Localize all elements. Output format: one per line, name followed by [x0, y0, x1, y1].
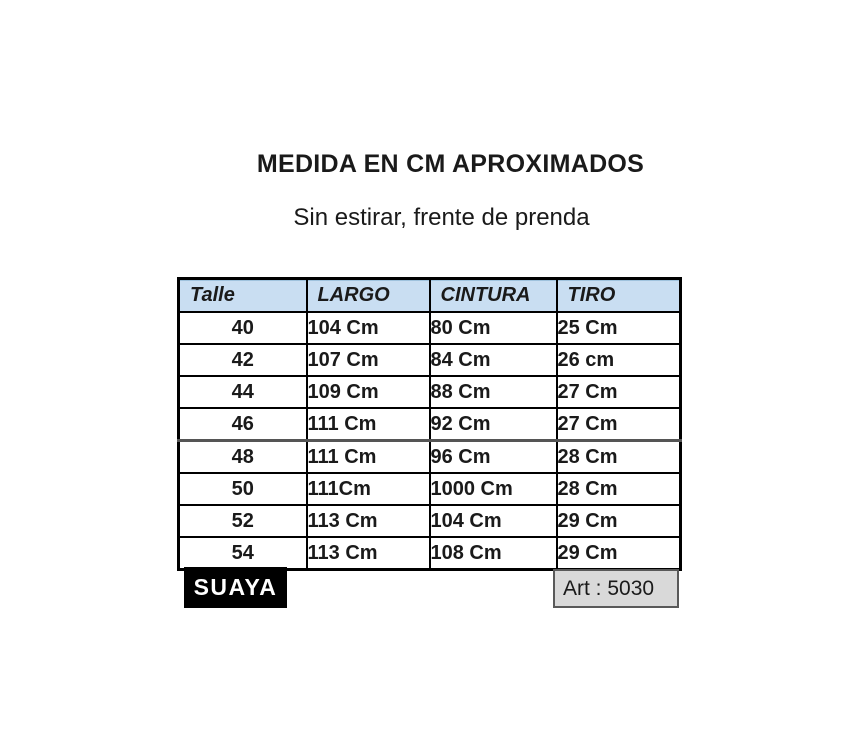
largo-value: 111 Cm: [305, 439, 431, 474]
article-number-box: Art : 5030: [553, 569, 679, 608]
brand-logo-text: SUAYA: [193, 574, 278, 600]
talle-value: 52: [177, 504, 308, 538]
largo-value: 113 Cm: [305, 504, 431, 538]
table-row: 48 111 Cm 96 Cm 28 Cm: [177, 439, 682, 474]
table-row: 52 113 Cm 104 Cm 29 Cm: [177, 504, 682, 538]
cintura-value: 92 Cm: [428, 407, 558, 442]
talle-value: 42: [177, 343, 308, 377]
talle-value: 54: [177, 536, 308, 571]
header-largo: LARGO: [305, 277, 431, 313]
tiro-value: 27 Cm: [555, 407, 682, 442]
tiro-value: 25 Cm: [555, 311, 682, 345]
cintura-value: 84 Cm: [428, 343, 558, 377]
cintura-value: 80 Cm: [428, 311, 558, 345]
talle-value: 48: [177, 439, 308, 474]
talle-value: 46: [177, 407, 308, 442]
table-row: 46 111 Cm 92 Cm 27 Cm: [177, 407, 682, 442]
brand-logo-suaya: SUAYA: [184, 567, 287, 608]
largo-value: 109 Cm: [305, 375, 431, 409]
table-row: 54 113 Cm 108 Cm 29 Cm: [177, 536, 682, 571]
cintura-value: 108 Cm: [428, 536, 558, 571]
cintura-value: 96 Cm: [428, 439, 558, 474]
header-cintura: CINTURA: [428, 277, 558, 313]
tiro-value: 27 Cm: [555, 375, 682, 409]
largo-value: 107 Cm: [305, 343, 431, 377]
table-row: 50 111Cm 1000 Cm 28 Cm: [177, 472, 682, 506]
header-talle: Talle: [177, 277, 308, 313]
tiro-value: 26 cm: [555, 343, 682, 377]
size-chart-table: Talle LARGO CINTURA TIRO 40 104 Cm 80 Cm…: [177, 277, 682, 571]
tiro-value: 28 Cm: [555, 472, 682, 506]
cintura-value: 1000 Cm: [428, 472, 558, 506]
article-number-text: Art : 5030: [563, 576, 655, 600]
talle-value: 50: [177, 472, 308, 506]
table-row: 40 104 Cm 80 Cm 25 Cm: [177, 311, 682, 345]
cintura-value: 104 Cm: [428, 504, 558, 538]
largo-value: 111 Cm: [305, 407, 431, 442]
talle-value: 40: [177, 311, 308, 345]
tiro-value: 28 Cm: [555, 439, 682, 474]
page-title: MEDIDA EN CM APROXIMADOS: [256, 150, 645, 178]
largo-value: 104 Cm: [305, 311, 431, 345]
cintura-value: 88 Cm: [428, 375, 558, 409]
tiro-value: 29 Cm: [555, 536, 682, 571]
header-tiro: TIRO: [555, 277, 682, 313]
largo-value: 113 Cm: [305, 536, 431, 571]
table-row: 44 109 Cm 88 Cm 27 Cm: [177, 375, 682, 409]
talle-value: 44: [177, 375, 308, 409]
tiro-value: 29 Cm: [555, 504, 682, 538]
largo-value: 111Cm: [305, 472, 431, 506]
table-row: 42 107 Cm 84 Cm 26 cm: [177, 343, 682, 377]
table-header-row: Talle LARGO CINTURA TIRO: [177, 277, 682, 313]
page-subtitle: Sin estirar, frente de prenda: [293, 204, 590, 231]
